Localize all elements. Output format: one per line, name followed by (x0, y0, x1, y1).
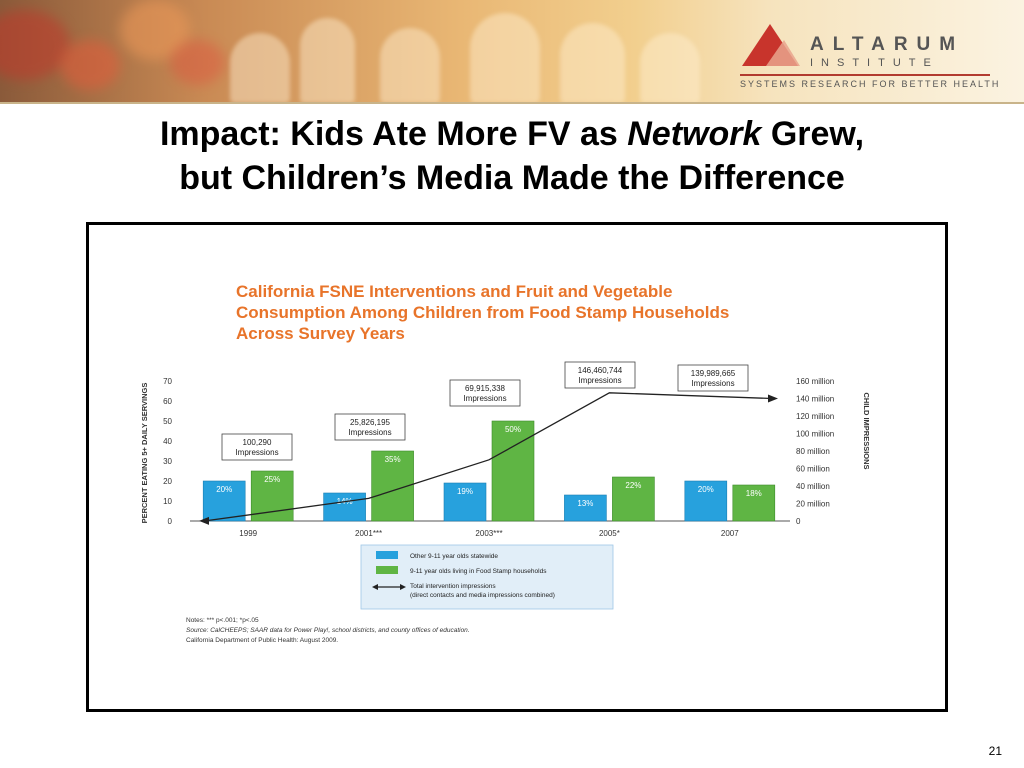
altarum-logo: ALTARUM INSTITUTE SYSTEMS RESEARCH FOR B… (740, 22, 1010, 92)
logo-subtitle: INSTITUTE (810, 57, 939, 69)
header-banner (0, 0, 1024, 103)
title-part: Impact: Kids Ate More FV as (159, 115, 628, 153)
logo-name: ALTARUM (810, 34, 965, 55)
banner-divider (0, 102, 1024, 104)
logo-tagline: SYSTEMS RESEARCH FOR BETTER HEALTH (740, 79, 1001, 89)
chart-note: California Department of Public Health: … (186, 637, 339, 644)
chart-source: Source: CalCHEEPS; SAAR data for Power P… (186, 627, 470, 634)
logo-triangle-icon (742, 24, 800, 66)
title-line-2: but Children’s Media Made the Difference (179, 159, 845, 197)
logo-rule (740, 74, 990, 76)
chart-note: Notes: *** p<.001; *p<.05 (186, 617, 259, 624)
slide-title: Impact: Kids Ate More FV as Network Grew… (0, 112, 1024, 200)
page-number: 21 (988, 744, 1002, 758)
title-part: Grew, (761, 115, 865, 153)
title-emphasis: Network (627, 115, 762, 153)
chart-title: California FSNE Interventions and Fruit … (236, 282, 730, 343)
